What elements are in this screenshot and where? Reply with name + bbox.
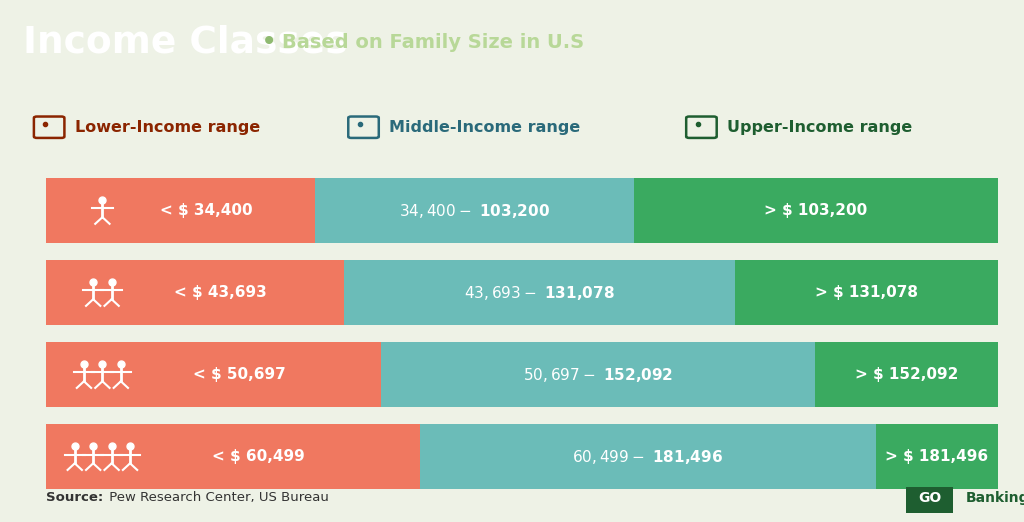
- Bar: [381, 342, 815, 407]
- Text: GO: GO: [919, 491, 941, 505]
- Text: Source:: Source:: [46, 491, 103, 504]
- Text: > $ 181,496: > $ 181,496: [886, 449, 988, 464]
- Text: Middle-Income range: Middle-Income range: [389, 120, 581, 135]
- Text: •: •: [261, 28, 278, 56]
- Text: Based on Family Size in U.S: Based on Family Size in U.S: [282, 32, 584, 52]
- Text: Income Classes: Income Classes: [23, 24, 347, 60]
- Text: $43,693 - $ 131,078: $43,693 - $ 131,078: [464, 283, 614, 302]
- Text: $ 60,499 - $ 181,496: $ 60,499 - $ 181,496: [572, 448, 724, 466]
- Text: > $ 131,078: > $ 131,078: [815, 285, 918, 300]
- Text: Upper-Income range: Upper-Income range: [727, 120, 912, 135]
- Bar: [734, 260, 998, 325]
- Text: Pew Research Center, US Bureau: Pew Research Center, US Bureau: [105, 491, 330, 504]
- Text: < $ 50,697: < $ 50,697: [193, 367, 286, 382]
- Bar: [46, 342, 381, 407]
- Text: $34,400 - $ 103,200: $34,400 - $ 103,200: [398, 201, 550, 220]
- Bar: [46, 424, 420, 489]
- Bar: [815, 342, 998, 407]
- Text: Lower-Income range: Lower-Income range: [75, 120, 260, 135]
- Text: < $ 34,400: < $ 34,400: [160, 203, 252, 218]
- Bar: [46, 260, 344, 325]
- Bar: [46, 178, 314, 243]
- Text: < $ 43,693: < $ 43,693: [174, 285, 267, 300]
- FancyBboxPatch shape: [906, 487, 953, 513]
- Text: $ 50,697 - $ 152,092: $ 50,697 - $ 152,092: [523, 366, 673, 384]
- Bar: [420, 424, 876, 489]
- Text: < $ 60,499: < $ 60,499: [212, 449, 305, 464]
- Bar: [634, 178, 998, 243]
- Bar: [876, 424, 998, 489]
- Text: BankingRates: BankingRates: [966, 491, 1024, 505]
- Bar: [314, 178, 634, 243]
- Text: > $ 103,200: > $ 103,200: [764, 203, 867, 218]
- Bar: [344, 260, 734, 325]
- Text: > $ 152,092: > $ 152,092: [855, 367, 958, 382]
